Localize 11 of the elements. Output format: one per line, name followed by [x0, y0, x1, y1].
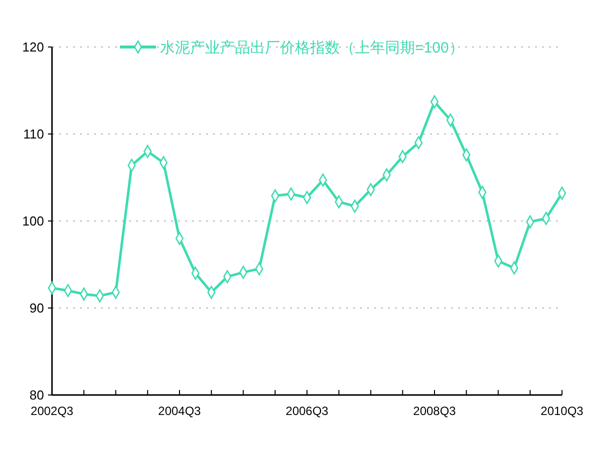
y-tick-label: 90: [30, 300, 44, 316]
y-tick-label: 80: [30, 388, 44, 403]
y-tick-label: 100: [22, 214, 44, 229]
legend-label: 水泥产业产品出厂价格指数（上年同期=100）: [160, 39, 464, 56]
x-tick-label: 2008Q3: [413, 404, 456, 418]
x-tick-label: 2004Q3: [158, 404, 202, 418]
y-tick-label: 120: [22, 40, 44, 55]
x-tick-label: 2002Q3: [30, 404, 74, 418]
y-tick-label: 110: [23, 126, 44, 142]
x-tick-label: 2006Q3: [286, 404, 329, 418]
x-tick-label: 2010Q3: [540, 404, 584, 418]
